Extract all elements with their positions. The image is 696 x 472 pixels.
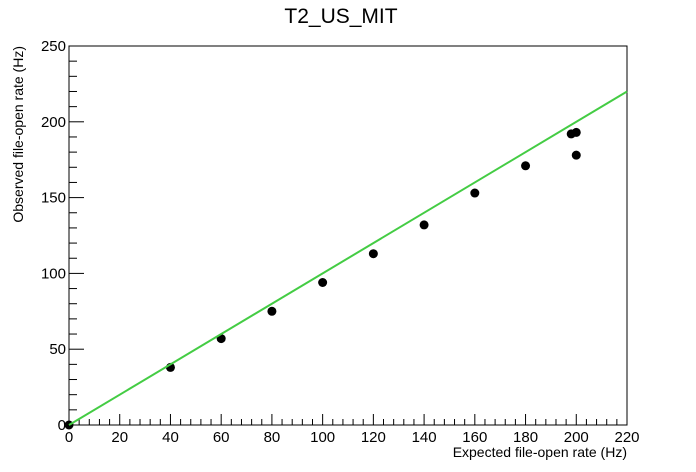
data-point — [470, 188, 480, 198]
x-tick-label: 0 — [65, 429, 73, 446]
x-tick-label: 80 — [264, 429, 281, 446]
y-axis-title: Observed file-open rate (Hz) — [10, 46, 26, 223]
plot-frame — [68, 45, 628, 426]
data-point — [318, 277, 328, 287]
chart-title: T2_US_MIT — [284, 5, 397, 28]
data-point — [419, 220, 429, 230]
x-tick-label: 120 — [361, 429, 386, 446]
x-tick-label: 160 — [462, 429, 487, 446]
y-tick-label: 150 — [41, 190, 66, 207]
data-series — [64, 90, 628, 430]
data-point — [571, 150, 581, 160]
x-axis-title: Expected file-open rate (Hz) — [453, 444, 627, 460]
x-tick-label: 100 — [310, 429, 335, 446]
data-point — [267, 306, 277, 316]
y-tick-label: 250 — [41, 38, 66, 55]
y-tick-label: 200 — [41, 114, 66, 131]
x-tick-label: 40 — [162, 429, 179, 446]
x-tick-label: 220 — [614, 429, 639, 446]
y-tick-label: 50 — [49, 341, 66, 358]
x-tick-label: 140 — [412, 429, 437, 446]
data-point — [368, 249, 378, 259]
x-tick-label: 200 — [564, 429, 589, 446]
y-tick-label: 100 — [41, 265, 66, 282]
data-point — [521, 161, 531, 171]
fit-line — [68, 90, 628, 426]
data-point — [571, 127, 581, 137]
x-tick-label: 60 — [213, 429, 230, 446]
x-tick-label: 20 — [111, 429, 128, 446]
x-tick-label: 180 — [513, 429, 538, 446]
axis-ticks: 0 20 40 60 80 100 120 140 160 180 200 220 0 50 100 150 2… — [41, 38, 640, 446]
y-tick-label: 0 — [58, 417, 66, 434]
